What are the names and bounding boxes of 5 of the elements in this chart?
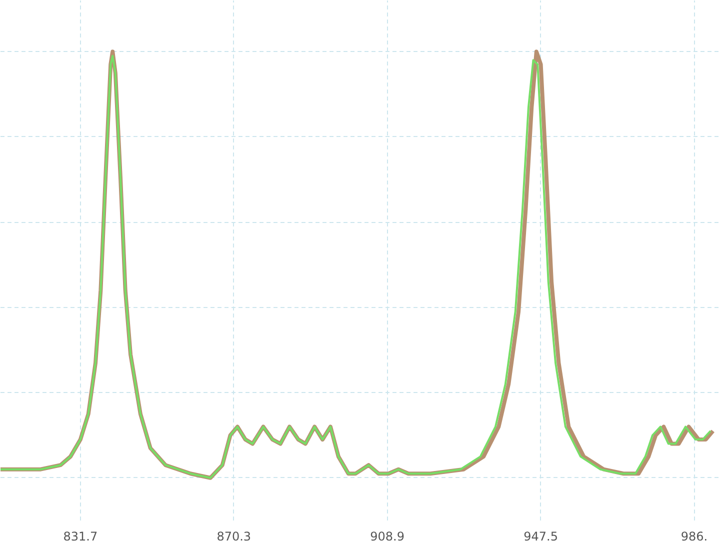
x-tick-label: 947.5	[524, 530, 558, 543]
x-tick-label: 870.3	[216, 530, 252, 543]
x-tick-label: 908.9	[370, 530, 405, 543]
x-tick-label: 986.	[680, 530, 708, 543]
x-tick-label: 831.7	[63, 530, 98, 543]
